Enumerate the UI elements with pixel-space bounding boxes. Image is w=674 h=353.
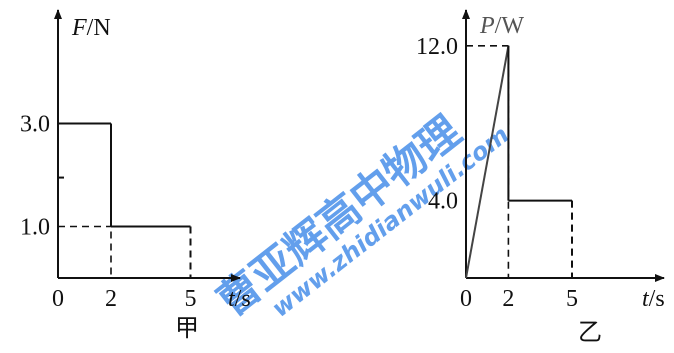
- x-axis-label: t/s: [228, 286, 251, 312]
- x-tick-label-0: 0: [52, 286, 64, 312]
- y-tick-label-3.0: 3.0: [20, 112, 50, 138]
- y-tick-label-12.0: 12.0: [416, 34, 458, 60]
- y-axis-symbol: F: [71, 15, 87, 41]
- y-axis-symbol: P: [479, 13, 495, 39]
- y-tick-label-4.0: 4.0: [428, 189, 458, 215]
- y-axis-unit: /W: [495, 13, 525, 39]
- x-axis-symbol: t: [642, 286, 650, 312]
- x-tick-label-2: 2: [502, 286, 514, 312]
- x-tick-label-5: 5: [185, 286, 197, 312]
- x-axis-symbol: t: [228, 286, 236, 312]
- x-tick-label-5: 5: [566, 286, 578, 312]
- series-segment-0: [465, 45, 510, 279]
- x-tick-label-0: 0: [460, 286, 472, 312]
- y-axis-label: P/W: [479, 13, 524, 39]
- panel-label: 乙: [578, 320, 602, 346]
- y-axis-label: F/N: [71, 15, 111, 41]
- panel-label: 甲: [175, 316, 199, 342]
- chart-yi: 0 2 5 12.0 4.0 P/W t/s 乙: [416, 9, 665, 346]
- x-axis-unit: /s: [235, 286, 251, 312]
- y-tick-label-1.0: 1.0: [20, 215, 50, 241]
- y-axis-unit: /N: [87, 15, 111, 41]
- x-axis-unit: /s: [649, 286, 665, 312]
- chart-jia: 0 2 5 3.0 1.0 F/N t/s 甲: [20, 9, 251, 342]
- x-axis-label: t/s: [642, 286, 665, 312]
- x-tick-label-2: 2: [105, 286, 117, 312]
